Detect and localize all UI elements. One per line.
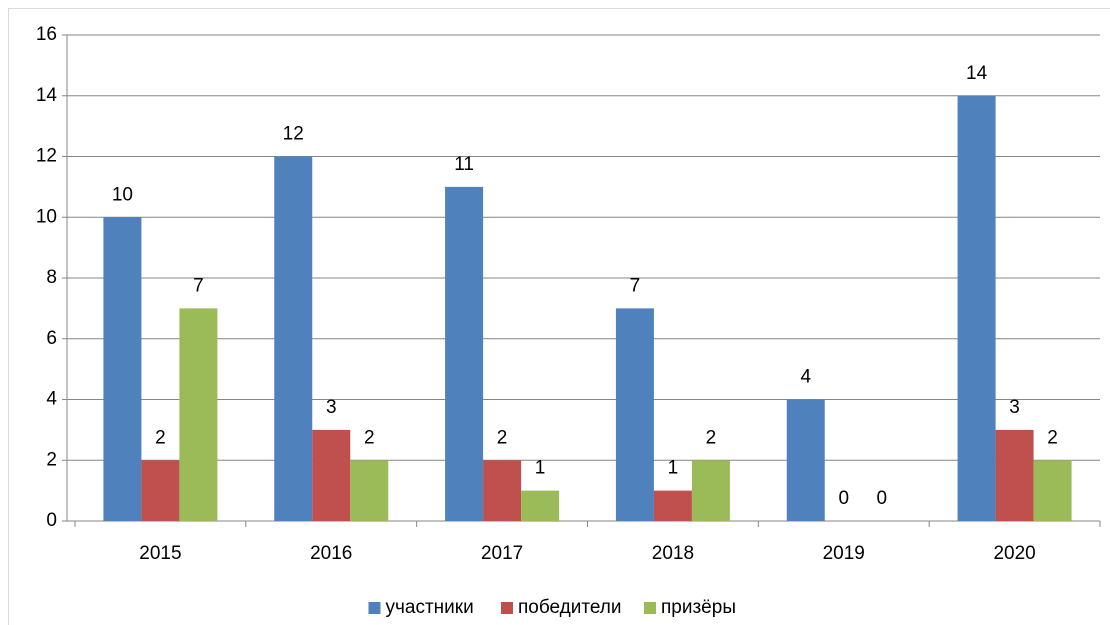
data-label: 0	[838, 488, 849, 509]
bar	[483, 460, 522, 521]
bar	[1033, 460, 1072, 521]
data-label: 0	[876, 488, 887, 509]
y-tick-label: 14	[36, 85, 58, 106]
bar	[445, 186, 484, 521]
data-label: 12	[283, 124, 304, 145]
legend-label: участники	[386, 597, 474, 618]
data-label: 10	[112, 184, 133, 205]
bar	[691, 460, 730, 521]
y-tick-label: 10	[36, 206, 57, 227]
x-tick-label: 2016	[310, 543, 352, 564]
bar	[995, 429, 1034, 521]
y-tick-label: 2	[46, 449, 57, 470]
bar	[521, 490, 560, 521]
data-label: 2	[1047, 427, 1058, 448]
y-tick-label: 12	[36, 146, 57, 167]
data-label: 2	[706, 427, 717, 448]
bar	[653, 490, 692, 521]
legend-swatch	[501, 602, 513, 614]
bar	[141, 460, 180, 521]
legend-label: призёры	[661, 597, 736, 618]
x-tick-label: 2017	[481, 543, 523, 564]
bar	[312, 429, 351, 521]
y-tick-label: 0	[46, 510, 57, 531]
bar	[615, 308, 654, 521]
data-label: 4	[800, 367, 811, 388]
x-tick-label: 2015	[139, 543, 181, 564]
y-tick-label: 6	[46, 328, 57, 349]
legend-label: победители	[518, 597, 622, 618]
data-label: 11	[454, 154, 474, 175]
data-label: 2	[497, 427, 508, 448]
x-tick-label: 2019	[823, 543, 865, 564]
y-tick-label: 16	[36, 24, 57, 45]
bar	[350, 460, 389, 521]
legend-swatch	[644, 602, 656, 614]
bar	[786, 399, 825, 521]
bar	[179, 308, 218, 521]
legend-swatch	[368, 602, 381, 614]
bar	[274, 156, 313, 521]
data-label: 1	[668, 458, 679, 479]
x-tick-label: 2018	[652, 543, 694, 564]
x-tick-label: 2020	[993, 543, 1035, 564]
data-label: 3	[326, 397, 337, 418]
y-tick-label: 4	[46, 389, 57, 410]
y-tick-label: 8	[46, 267, 57, 288]
data-label: 3	[1009, 397, 1020, 418]
bar	[103, 217, 142, 521]
data-label: 2	[364, 427, 375, 448]
data-label: 1	[535, 458, 546, 479]
chart-frame	[8, 8, 1110, 625]
data-label: 7	[630, 275, 641, 296]
data-label: 14	[966, 63, 988, 84]
data-label: 2	[155, 427, 166, 448]
data-label: 7	[193, 275, 204, 296]
bar	[957, 95, 996, 521]
